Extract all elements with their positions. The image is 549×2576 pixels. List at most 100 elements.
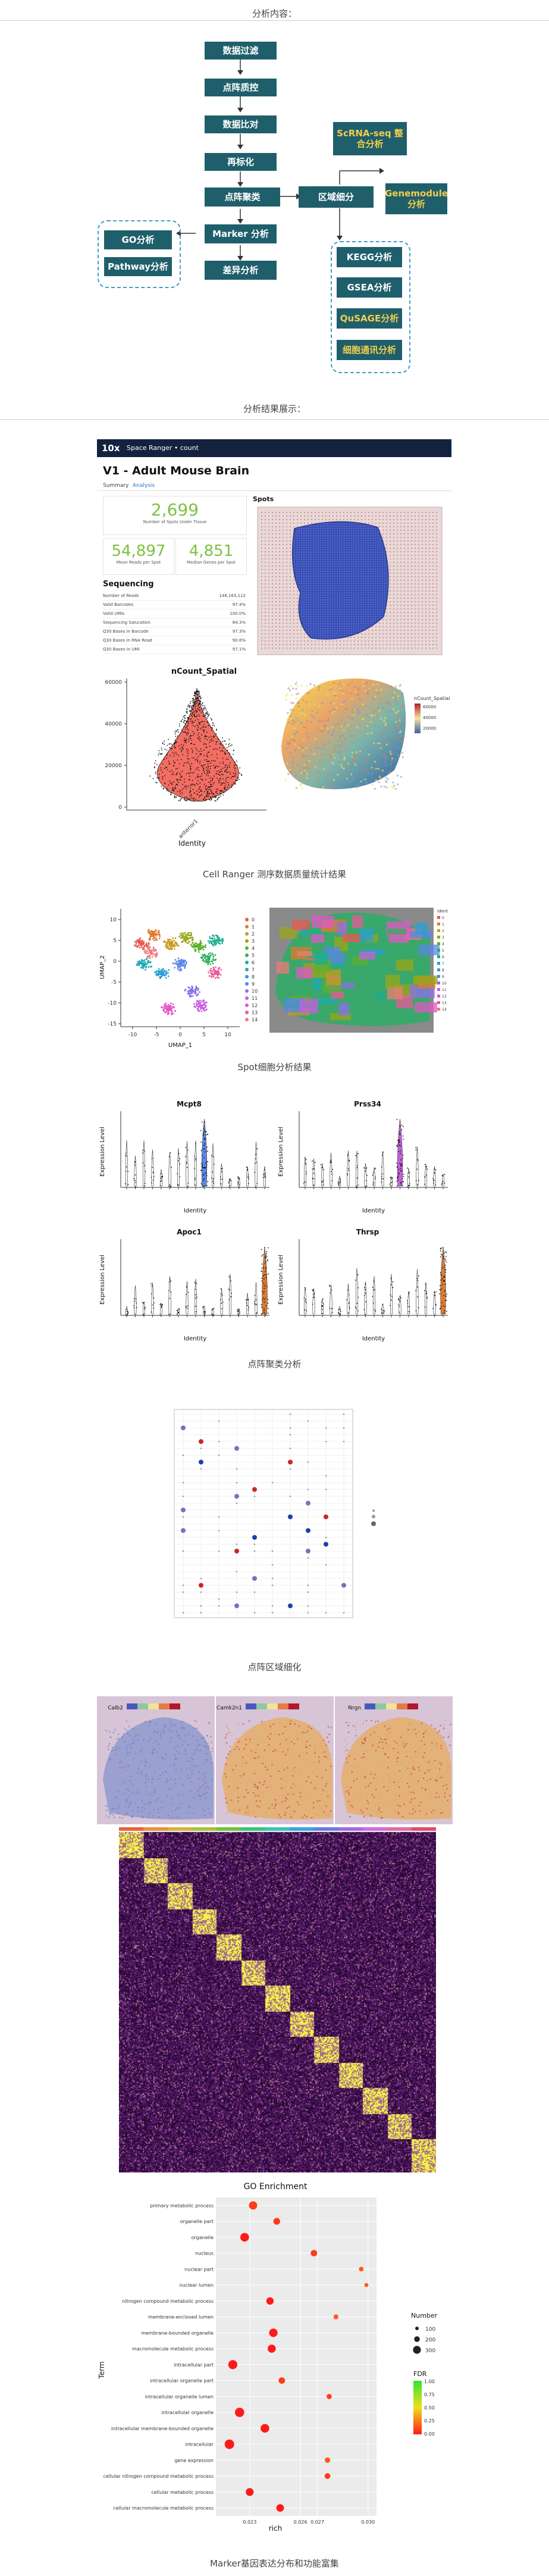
violin-jitter-point [183, 731, 185, 733]
spatial-gene-spot [274, 1734, 276, 1736]
spatial-legend-swatch [437, 988, 440, 991]
spatial-cluster-region [359, 929, 374, 942]
gene-violin-point [255, 1299, 257, 1300]
gene-violin-point [365, 1180, 367, 1181]
spatial-gene-spot [424, 1762, 426, 1764]
spatial-gene-spot [277, 1749, 279, 1750]
violin-jitter-point [195, 799, 197, 801]
spatial-gene-spot [225, 1736, 227, 1738]
heat-speck [331, 765, 333, 768]
spatial-gene-spot [269, 1725, 271, 1727]
spatial-gene-spot [154, 1789, 156, 1790]
gene-violin-point [399, 1133, 400, 1135]
umap-point [136, 941, 138, 943]
violin-jitter-point [184, 731, 186, 733]
umap-point [204, 955, 206, 957]
gene-violin-point [179, 1163, 181, 1165]
spatial-gene-spot [209, 1812, 211, 1815]
spatial-gene-spot [271, 1764, 273, 1766]
heat-speck [291, 766, 294, 768]
umap-xtick: 10 [224, 1032, 231, 1038]
violin-jitter-point [177, 768, 178, 769]
gene-violin-point [408, 1184, 410, 1186]
spatial-gene-spot [128, 1725, 130, 1728]
go-term-label: membrane-enclosed lumen [148, 2315, 214, 2320]
spatial-gene-spot [366, 1793, 368, 1795]
violin-jitter-point [196, 712, 197, 713]
gene-violin-point [339, 1181, 341, 1182]
gene-violin-point [246, 1305, 248, 1306]
violin-jitter-point [214, 748, 216, 749]
tab-summary[interactable]: Summary [103, 483, 129, 489]
gene-violin-point [202, 1306, 204, 1308]
umap-point [216, 976, 218, 978]
spatial-gene-spot [145, 1775, 148, 1777]
spatial-gene-spot [193, 1727, 196, 1730]
go-dot [249, 2201, 258, 2210]
violin-jitter-point [174, 747, 175, 749]
gene-violin-point [355, 1306, 356, 1308]
heat-speck [350, 757, 353, 759]
gene-violin-point [306, 1310, 308, 1312]
violin-jitter-point [186, 712, 188, 714]
spatial-gene-spot [319, 1731, 321, 1733]
violin-jitter-point [206, 761, 208, 762]
spatial-gene-spot [175, 1758, 177, 1761]
tab-analysis[interactable]: Analysis [133, 483, 155, 489]
violin-jitter-point [231, 756, 232, 758]
heat-speck [302, 747, 304, 749]
violin-jitter-point [206, 717, 208, 719]
spatial-gene-spot [303, 1814, 306, 1816]
gene-violin-shape [168, 1152, 171, 1187]
umap-point [203, 946, 206, 948]
heat-speck [306, 767, 308, 769]
umap-point [166, 947, 168, 949]
umap-point [205, 944, 206, 946]
spatial-gene-spot [255, 1795, 257, 1797]
umap-point [167, 1003, 170, 1006]
umap-point [153, 935, 155, 937]
spatial-legend-swatch [437, 995, 440, 998]
gene-violin-point [231, 1293, 232, 1294]
violin-jitter-point [190, 793, 192, 795]
spatial-gene-spot [190, 1791, 192, 1793]
spatial-gene-spot [390, 1736, 392, 1737]
gene-violin-point [266, 1256, 268, 1258]
spatial-gene-spot [440, 1777, 442, 1778]
violin-jitter-point [183, 748, 184, 750]
umap-point [215, 943, 218, 945]
violin-jitter-point [226, 747, 228, 748]
violin-jitter-point [202, 799, 204, 801]
spatial-gene-spot [278, 1814, 280, 1816]
gene-violin-point [441, 1248, 442, 1249]
gene-violin-shape [246, 1166, 249, 1187]
gene-violin-point [153, 1302, 155, 1303]
gene-violin-point [399, 1306, 400, 1307]
violin-jitter-point [194, 692, 196, 694]
gene-violin-point [424, 1176, 426, 1178]
gene-violin-point [267, 1299, 269, 1300]
gene-violin-point [151, 1285, 153, 1287]
spatial-cluster-region [396, 959, 413, 971]
spatial-gene-spot [412, 1813, 414, 1815]
violin-jitter-point [219, 742, 221, 744]
heat-speck [396, 712, 398, 714]
space-ranger-header: 10x Space Ranger • count [97, 439, 451, 457]
spatial-gene-spot [444, 1792, 446, 1795]
violin-jitter-point [235, 780, 237, 781]
spatial-gene-spot [298, 1771, 300, 1773]
violin-jitter-point [167, 789, 169, 791]
spatial-gene-spot [278, 1733, 281, 1736]
violin-jitter-point [162, 742, 164, 743]
heat-speck [375, 713, 377, 715]
umap-point [187, 993, 189, 995]
gene-violin-point [365, 1289, 366, 1290]
umap-point [203, 1002, 205, 1005]
go-term-label: nuclear part [184, 2266, 214, 2272]
spatial-gene-spot [351, 1771, 353, 1773]
spatial-gene-spot [203, 1745, 205, 1747]
heat-speck [369, 687, 371, 690]
spatial-gene-spot [203, 1737, 205, 1739]
dotplot-frame [174, 1409, 353, 1618]
gene-violin-point [239, 1312, 240, 1314]
